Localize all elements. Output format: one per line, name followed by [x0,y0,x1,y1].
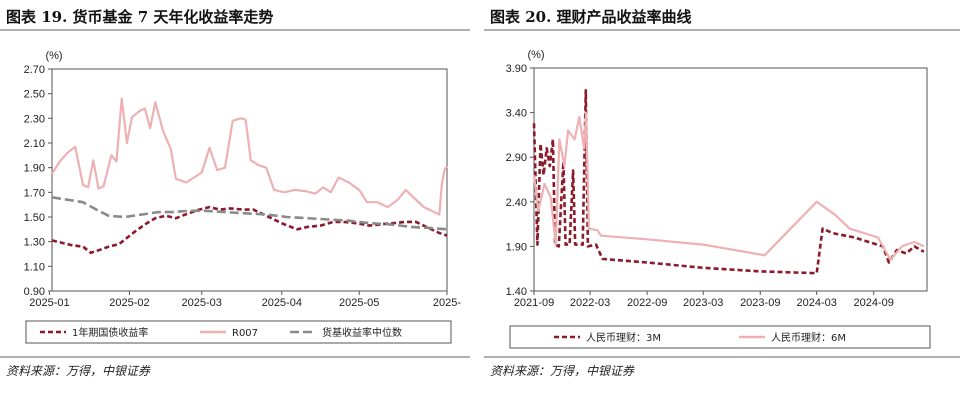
right-legend-label-2: 人民币理财：6M [771,331,846,344]
right-x-tick-label: 2024-03 [796,297,836,309]
left-source-note: 资料来源：万得，中银证券 [6,364,151,378]
right-x-tick-label: 2022-09 [627,297,667,309]
right-x-tick-label: 2023-03 [683,297,723,309]
left-chart-title: 图表 19. 货币基金 7 天年化收益率走势 [6,8,274,26]
left-legend-label-2: R007 [232,328,258,339]
left-y-tick-label: 2.70 [24,64,45,76]
left-x-tick-label: 2025-03 [182,297,222,309]
left-legend-label-1: 1年期国债收益率 [72,326,148,339]
right-x-tick-label: 2023-09 [740,297,780,309]
left-series-line-2 [51,97,448,216]
left-x-tick-label: 2025-04 [262,297,302,309]
left-y-tick-label: 1.10 [24,261,45,273]
left-legend-label-3: 货基收益率中位数 [322,326,402,339]
left-series-line-3 [51,196,448,231]
left-footer-rule [0,356,470,358]
left-legend-box [25,320,452,344]
right-footer-rule [484,356,960,358]
left-plot-frame [51,68,448,292]
left-y-tick-label: 1.30 [24,237,45,249]
right-plot-frame [533,67,928,292]
left-chart-panel: 图表 19. 货币基金 7 天年化收益率走势 (%) 2.70 2.50 2.30 2.… [0,0,470,406]
right-y-tick-label: 2.40 [506,197,527,209]
right-legend-label-1: 人民币理财：3M [586,331,661,344]
left-y-tick-label: 1.70 [24,187,45,199]
right-x-tick-label: 2021-09 [514,297,554,309]
right-source-note: 资料来源：万得，中银证券 [490,364,635,378]
right-series-line-1 [532,89,925,275]
left-line-chart: (%)2.70 2.50 2.30 2.10 1.90 1.70 1.50 1.30 1.10 0… [24,50,461,344]
right-series-line-2 [532,111,925,261]
right-y-tick-label: 1.90 [506,241,527,253]
left-y-tick-label: 2.50 [24,89,45,101]
right-y-tick-label: 3.40 [506,108,527,120]
right-legend-box [509,325,931,349]
left-y-tick-label: 1.50 [24,212,45,224]
right-y-tick-label: 2.90 [506,152,527,164]
right-y-tick-label: 1.40 [506,286,527,298]
right-chart-panel: 图表 20. 理财产品收益率曲线 (%) 3.90 3.40 2.90 2.40 1.90… [484,0,960,406]
right-title-rule [484,29,960,31]
left-y-tick-label: 1.90 [24,163,45,175]
left-y-tick-label: 2.30 [24,113,45,125]
left-unit-label: (%) [45,50,62,62]
left-x-tick-label: 2025- [433,297,461,309]
right-x-tick-label: 2022-03 [570,297,610,309]
right-chart-title: 图表 20. 理财产品收益率曲线 [490,8,692,26]
right-unit-label: (%) [527,49,544,61]
left-title-rule [0,29,470,31]
left-y-tick-label: 0.90 [24,286,45,298]
right-y-tick-label: 3.90 [506,63,527,75]
right-x-tick-label: 2024-09 [854,297,894,309]
left-x-tick-label: 2025-01 [29,297,69,309]
left-y-tick-label: 2.10 [24,138,45,150]
left-x-tick-label: 2025-02 [109,297,149,309]
left-x-tick-label: 2025-05 [339,297,379,309]
